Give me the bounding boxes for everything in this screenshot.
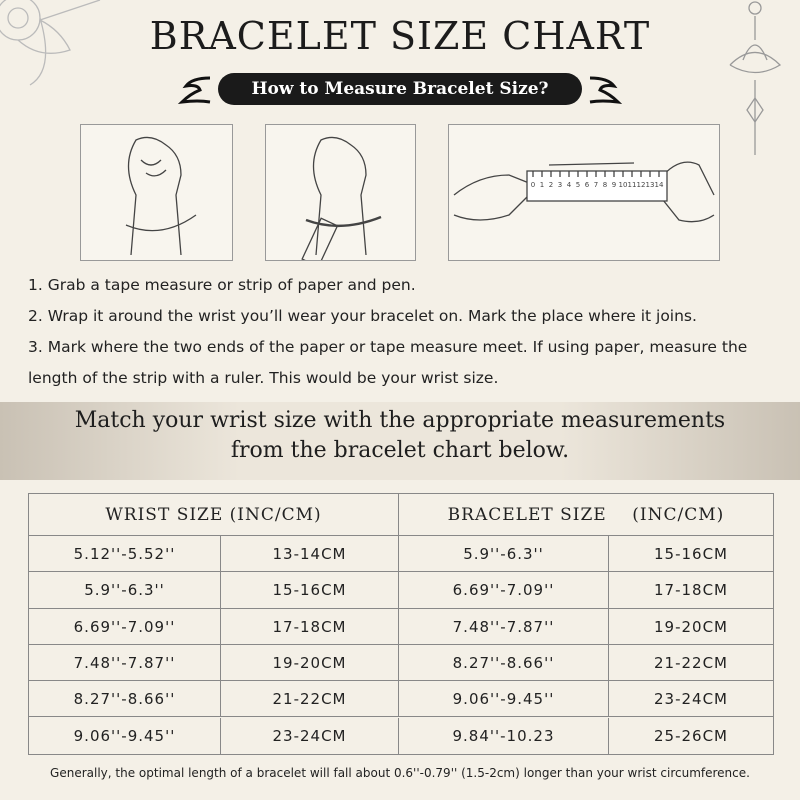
table-cell: 23-24CM (221, 717, 399, 754)
match-text: Match your wrist size with the appropria… (74, 408, 726, 433)
table-cell: 25-26CM (653, 726, 728, 745)
step-text: 2. Wrap it around the wrist you’ll wear … (28, 307, 697, 325)
ruler-number: 2 (549, 181, 553, 189)
ruler-number: 4 (567, 181, 572, 189)
table-cell: 9.84''-10.23 (399, 717, 609, 754)
table-header: BRACELET SIZE (INC/CM) (399, 494, 773, 536)
subtitle: How to Measure Bracelet Size? (218, 73, 582, 105)
table-cell: 9.06''-9.45'' (29, 717, 221, 754)
table-cell: 13-14CM (221, 536, 399, 573)
ruler-number: 13 (646, 181, 655, 189)
ruler-number: 9 (612, 181, 616, 189)
ruler-number: 1 (540, 181, 544, 189)
table-cell: 21-22CM (221, 681, 399, 718)
footnote: Generally, the optimal length of a brace… (50, 766, 750, 780)
table-cell: 6.69''-7.09'' (399, 572, 609, 609)
table-cell: 7.48''-7.87'' (399, 608, 609, 645)
ruler-number: 14 (655, 181, 664, 189)
ruler-number: 8 (603, 181, 607, 189)
table-cell: 5.12''-5.52'' (29, 536, 221, 573)
ruler-number: 0 (531, 181, 535, 189)
table-cell: 17-18CM (609, 572, 773, 609)
ruler-number: 12 (637, 181, 646, 189)
table-header: WRIST SIZE (INC/CM) (29, 494, 399, 536)
table-cell: 15-16CM (221, 572, 399, 609)
table-cell: 15-16CM (609, 536, 773, 573)
table-cell: 23-24CM (609, 681, 773, 718)
table-cell: 21-22CM (609, 645, 773, 682)
table-cell: 17-18CM (221, 608, 399, 645)
ruler-number: 3 (558, 181, 562, 189)
match-text: from the bracelet chart below. (230, 438, 570, 463)
illustration-ruler: 0 1 2 3 4 5 6 7 8 9 10 11 12 13 14 (448, 124, 720, 261)
ruler-number: 11 (628, 181, 637, 189)
table-cell: 19-20CM (609, 609, 773, 645)
table-cell: 7.48''-7.87'' (29, 644, 221, 682)
table-cell: 8.27''-8.66'' (399, 644, 609, 682)
step-text: 1. Grab a tape measure or strip of paper… (28, 276, 416, 294)
ruler-number: 5 (576, 181, 580, 189)
size-table: WRIST SIZE (INC/CM) BRACELET SIZE (INC/CM… (28, 493, 774, 755)
ruler-number: 10 (619, 181, 628, 189)
table-cell: 8.27''-8.66'' (29, 681, 221, 718)
illustration-wrist (80, 124, 233, 261)
illustration-wrap (265, 124, 416, 261)
table-cell: 19-20CM (221, 644, 399, 682)
match-banner (0, 402, 800, 480)
title: BRACELET SIZE CHART (149, 14, 651, 58)
table-cell: 6.69''-7.09'' (29, 608, 221, 645)
table-cell: 5.9''-6.3'' (29, 572, 221, 609)
step-text: 3. Mark where the two ends of the paper … (28, 338, 748, 387)
scroll-ornaments (177, 76, 623, 105)
ruler-number: 7 (594, 181, 598, 189)
mandala-decoration (0, 0, 101, 86)
table-cell: 9.06''-9.45'' (399, 681, 609, 718)
table-cell: 5.9''-6.3'' (399, 536, 609, 573)
lotus-decoration (729, 1, 782, 155)
ruler-number: 6 (585, 181, 590, 189)
